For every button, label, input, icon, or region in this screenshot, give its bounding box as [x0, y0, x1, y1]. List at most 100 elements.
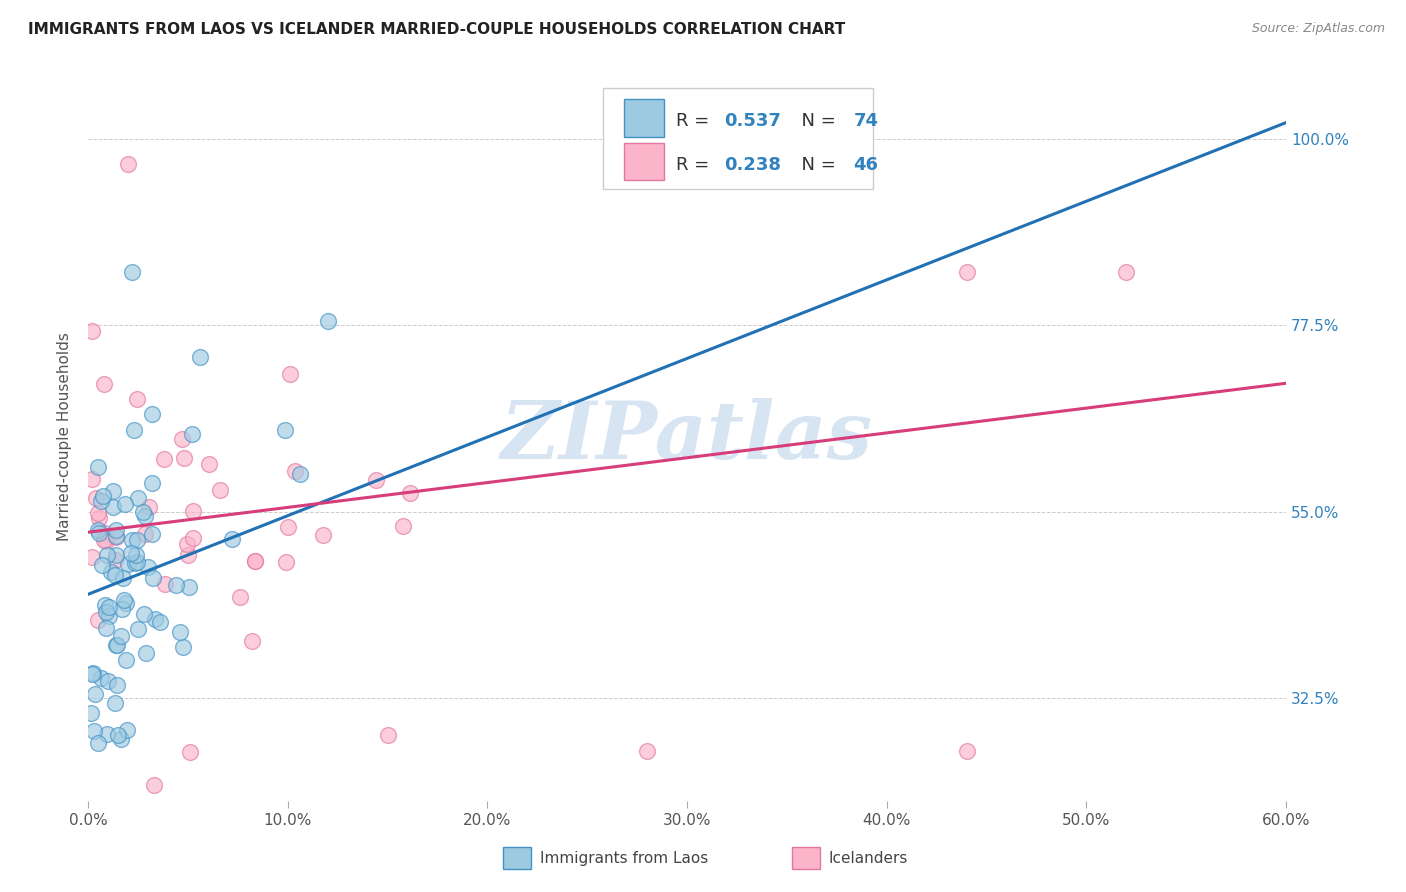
Point [169, 625, 191, 640]
Text: Source: ZipAtlas.com: Source: ZipAtlas.com [1251, 22, 1385, 36]
Point [152, 451, 174, 466]
Point [117, 723, 139, 737]
Point [955, 264, 977, 278]
Point [278, 368, 301, 382]
Text: 0.537: 0.537 [724, 112, 782, 130]
Point [105, 548, 128, 562]
Point [188, 350, 211, 364]
Point [124, 548, 146, 562]
Point [120, 546, 142, 560]
Point [274, 555, 297, 569]
Point [122, 423, 145, 437]
Point [104, 524, 127, 538]
Point [110, 629, 132, 643]
Point [91, 489, 114, 503]
Point [93, 376, 115, 391]
Point [138, 500, 160, 514]
Point [124, 557, 146, 571]
Point [312, 528, 335, 542]
Point [132, 505, 155, 519]
Point [112, 593, 135, 607]
Point [141, 407, 163, 421]
Point [179, 745, 201, 759]
Point [111, 602, 134, 616]
Point [82, 666, 104, 681]
Point [127, 491, 149, 505]
Point [110, 732, 132, 747]
Text: Icelanders: Icelanders [828, 851, 907, 865]
Point [94, 598, 117, 612]
Point [1115, 264, 1137, 278]
Point [87, 613, 110, 627]
Point [228, 590, 250, 604]
Point [104, 553, 127, 567]
Text: 0.238: 0.238 [724, 156, 782, 174]
Point [165, 577, 187, 591]
Point [127, 622, 149, 636]
Point [91, 558, 114, 572]
Point [97, 673, 120, 688]
Point [87, 736, 110, 750]
Point [82, 472, 104, 486]
Point [105, 678, 128, 692]
Point [153, 576, 176, 591]
Point [87, 524, 110, 538]
Point [82, 667, 104, 681]
Text: R =: R = [676, 112, 716, 130]
Point [83, 687, 105, 701]
Point [181, 426, 204, 441]
Point [955, 744, 977, 758]
Point [173, 450, 195, 465]
Point [87, 511, 110, 525]
Point [177, 549, 200, 563]
Point [377, 728, 399, 742]
Point [391, 518, 413, 533]
Point [103, 483, 125, 498]
Point [284, 464, 307, 478]
Point [94, 534, 117, 549]
Text: IMMIGRANTS FROM LAOS VS ICELANDER MARRIED-COUPLE HOUSEHOLDS CORRELATION CHART: IMMIGRANTS FROM LAOS VS ICELANDER MARRIE… [28, 22, 845, 37]
Point [86, 491, 108, 505]
Point [277, 520, 299, 534]
Point [121, 533, 143, 547]
Point [316, 314, 339, 328]
Point [82, 325, 104, 339]
FancyBboxPatch shape [624, 99, 664, 136]
Point [87, 506, 110, 520]
Point [221, 533, 243, 547]
Point [134, 526, 156, 541]
Point [104, 696, 127, 710]
Text: R =: R = [676, 156, 716, 174]
Point [90, 672, 112, 686]
Point [142, 571, 165, 585]
Point [274, 423, 297, 437]
Point [134, 509, 156, 524]
Point [90, 494, 112, 508]
Point [399, 485, 422, 500]
Point [96, 548, 118, 562]
Point [127, 392, 149, 406]
Text: N =: N = [790, 156, 842, 174]
Point [141, 527, 163, 541]
Point [111, 571, 134, 585]
Point [82, 549, 104, 564]
Point [98, 609, 121, 624]
Point [117, 157, 139, 171]
Point [134, 607, 156, 622]
Point [181, 504, 204, 518]
Point [80, 706, 103, 720]
Y-axis label: Married-couple Households: Married-couple Households [58, 333, 72, 541]
Point [181, 531, 204, 545]
Point [98, 599, 121, 614]
Point [636, 744, 658, 758]
Text: 46: 46 [853, 156, 879, 174]
Point [114, 498, 136, 512]
Point [172, 640, 194, 655]
FancyBboxPatch shape [624, 143, 664, 180]
Point [87, 459, 110, 474]
Point [96, 621, 118, 635]
Point [101, 500, 124, 514]
Point [115, 596, 138, 610]
Point [143, 778, 166, 792]
Point [136, 560, 159, 574]
